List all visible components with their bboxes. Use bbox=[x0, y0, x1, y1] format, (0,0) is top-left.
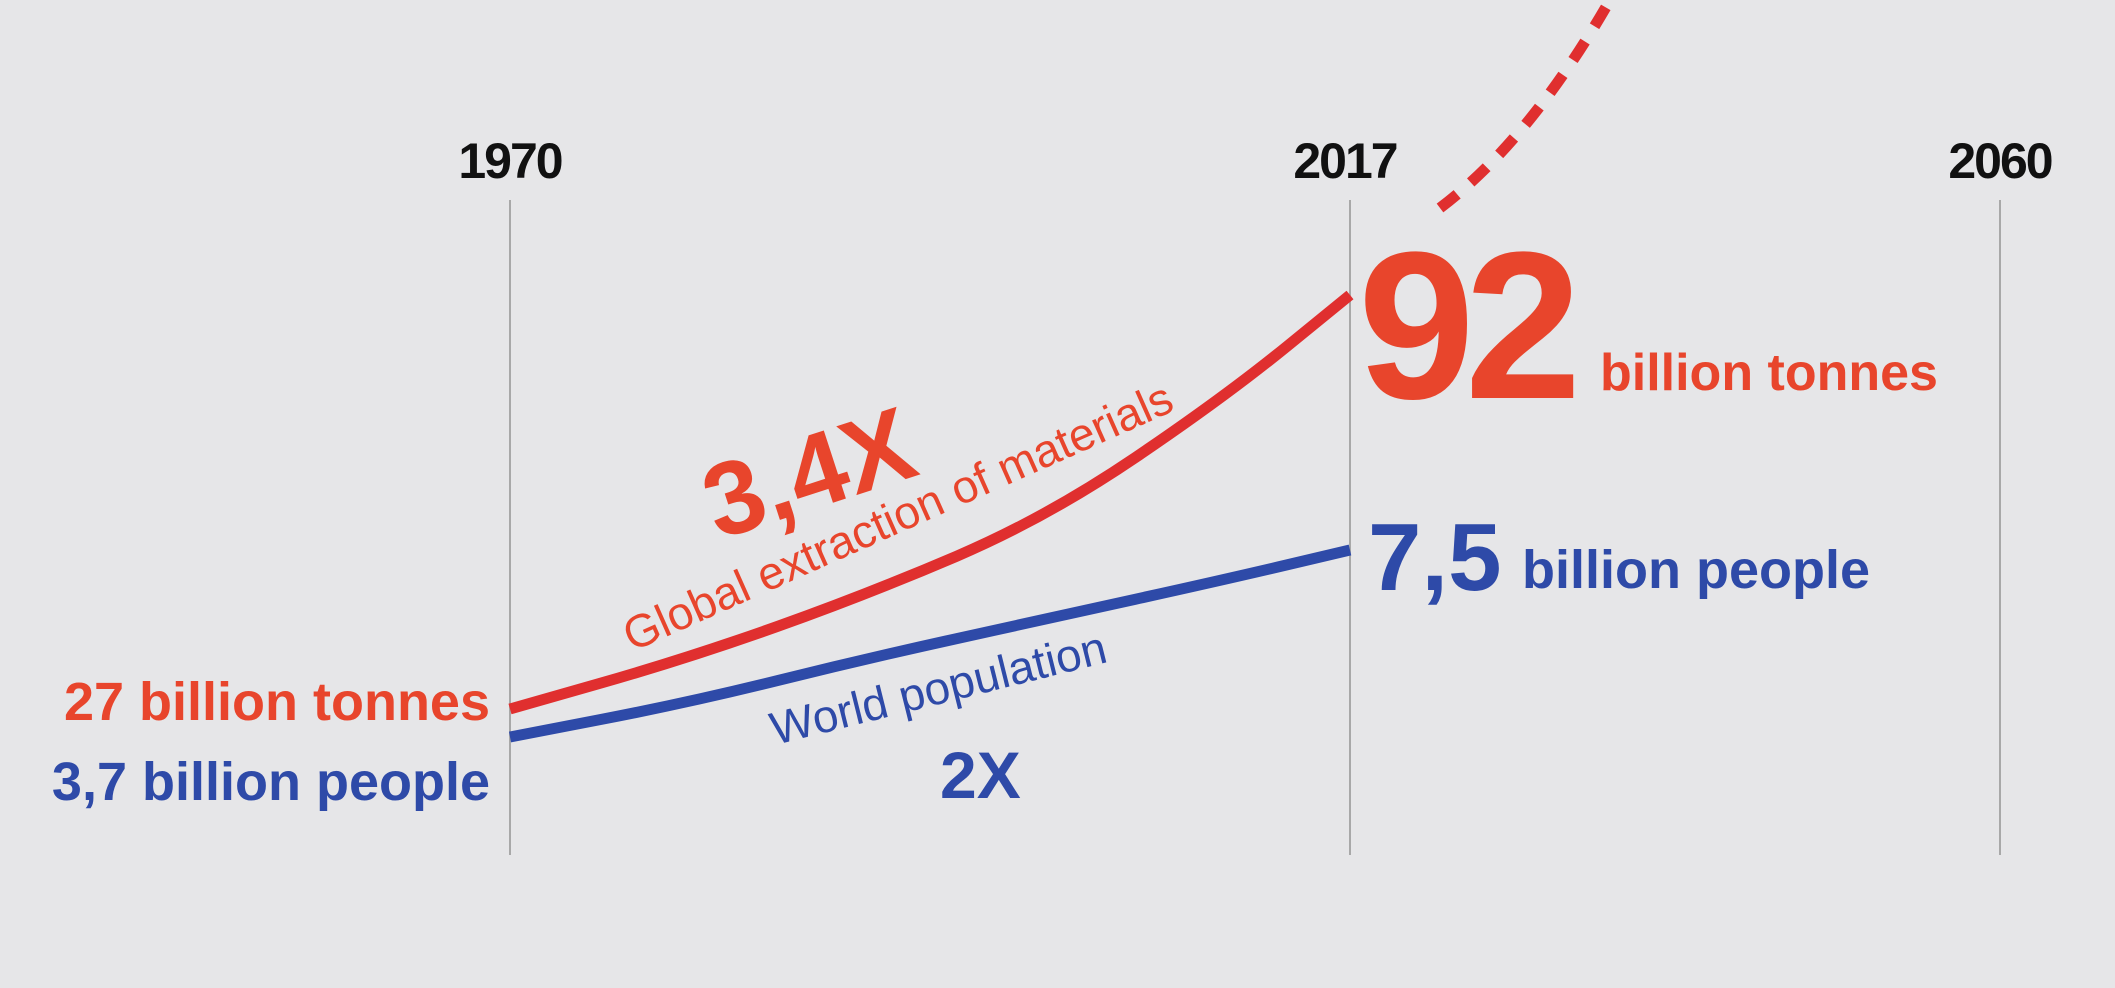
materials-projection-line bbox=[1436, 0, 1615, 213]
materials-end-unit: billion tonnes bbox=[1600, 344, 1938, 402]
materials-line bbox=[508, 290, 1355, 715]
population-start-label: 3,7 billion people bbox=[52, 752, 490, 812]
population-end-unit: billion people bbox=[1522, 540, 1870, 600]
materials-end-number: 92 bbox=[1358, 208, 1574, 443]
tick-label-2060: 2060 bbox=[1948, 133, 2051, 189]
series-lines bbox=[508, 0, 1615, 743]
population-end-number: 7,5 bbox=[1368, 504, 1501, 611]
materials-start-label: 27 billion tonnes bbox=[64, 672, 490, 732]
tick-label-2017: 2017 bbox=[1293, 133, 1396, 189]
tick-label-1970: 1970 bbox=[458, 133, 561, 189]
gridlines bbox=[509, 200, 2001, 855]
population-line bbox=[508, 544, 1352, 743]
year-ticks: 1970 2017 2060 bbox=[458, 133, 2053, 189]
population-multiplier: 2X bbox=[940, 738, 1021, 812]
